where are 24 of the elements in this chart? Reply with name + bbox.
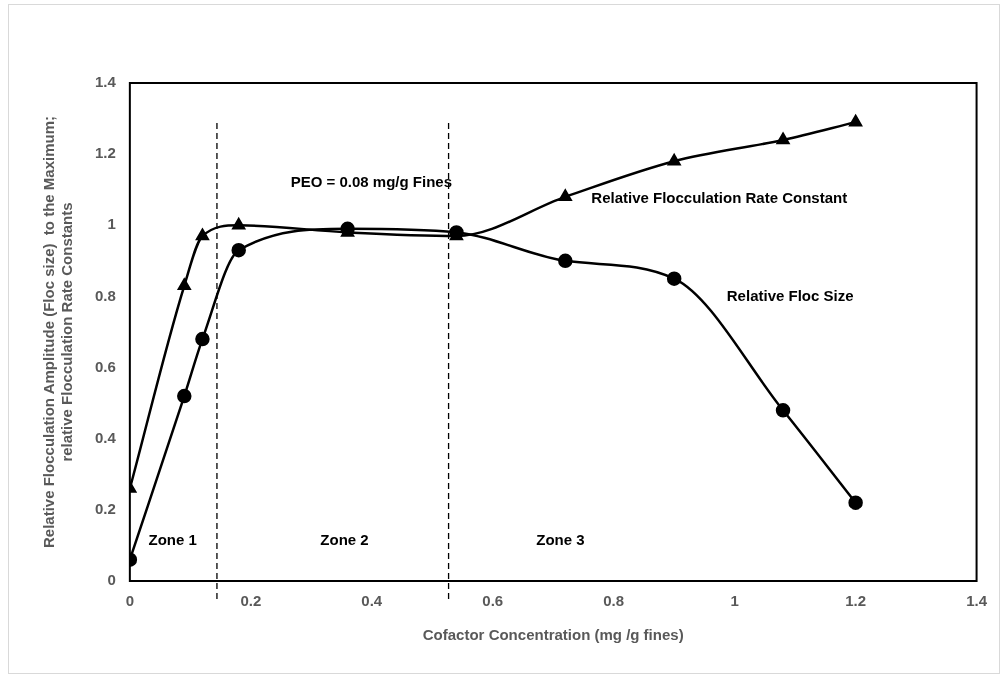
y-axis-title: Relative Flocculation Amplitude (Floc size) to the Maximum; relative Flocculation Rate Constants [40,116,76,548]
y-tick-label: 1.4 [94,73,117,91]
annotation: Zone 2 [320,531,369,549]
y-tick-label: 0 [107,571,116,589]
annotation: PEO = 0.08 mg/g Fines [290,172,453,190]
y-tick-label: 1 [107,215,116,233]
annotation: Zone 1 [148,531,197,549]
x-tick-label: 0.4 [361,592,383,610]
x-tick-label: 1 [730,592,739,610]
y-tick-label: 0.4 [94,428,117,446]
x-tick-label: 0.6 [482,592,504,610]
x-tick-label: 1.2 [845,592,867,610]
y-tick-label: 0.6 [94,357,116,375]
series-label: Relative Floc Size [726,287,854,305]
x-tick-label: 0 [125,592,135,610]
annotation: Zone 3 [536,531,585,549]
series-label: Relative Flocculation Rate Constant [591,188,848,206]
x-tick-label: 1.4 [966,592,988,610]
y-tick-label: 1.2 [94,144,116,162]
x-axis-title: Cofactor Concentration (mg /g fines) [422,626,684,644]
y-tick-label: 0.2 [94,500,116,517]
x-tick-label: 0.2 [240,592,262,610]
x-tick-label: 0.8 [603,592,625,610]
y-tick-label: 0.8 [94,286,116,304]
